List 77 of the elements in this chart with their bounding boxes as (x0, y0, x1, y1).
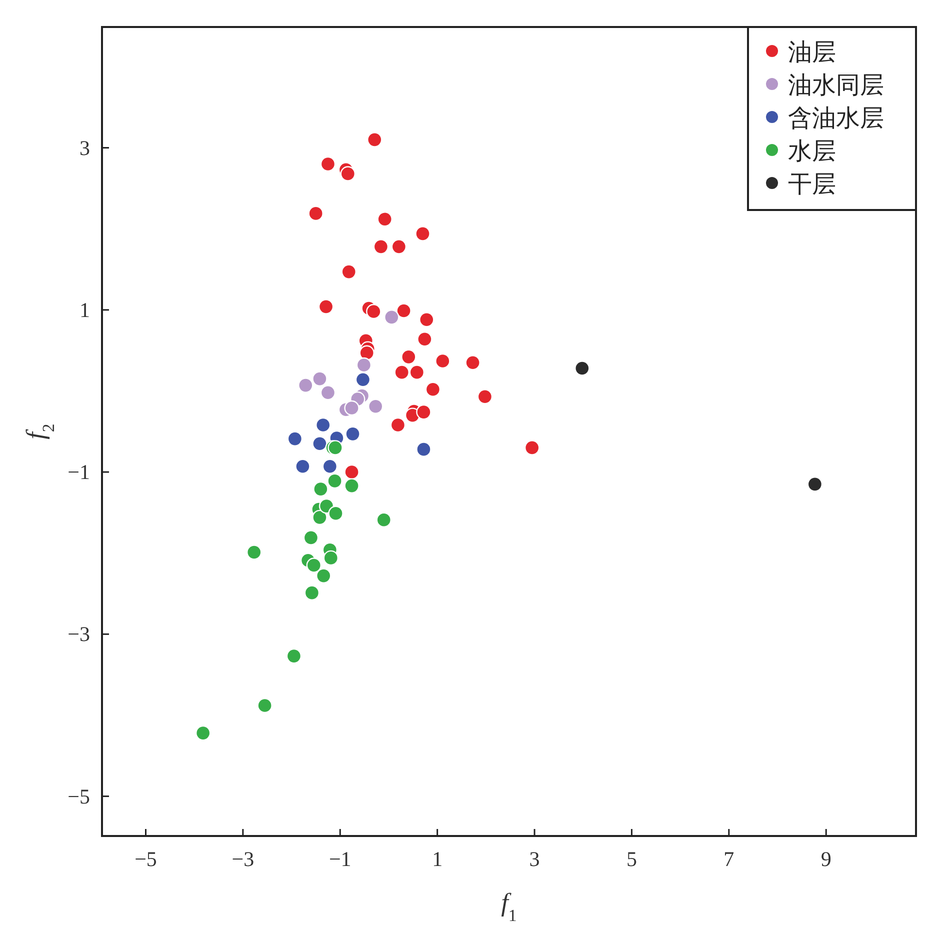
point (316, 568, 332, 584)
point (298, 378, 314, 393)
point (320, 384, 336, 400)
legend-label: 油水同层 (788, 73, 884, 99)
point (318, 299, 334, 314)
point (195, 725, 211, 741)
point (355, 372, 371, 388)
point (574, 360, 590, 376)
point (376, 512, 392, 528)
point (416, 404, 432, 420)
point (359, 345, 374, 360)
x-tick-label: 5 (626, 847, 637, 871)
point (308, 206, 324, 222)
point (356, 357, 372, 373)
y-tick-label: −1 (68, 460, 90, 484)
point (524, 440, 540, 456)
point (344, 478, 360, 494)
point (313, 481, 328, 497)
point (377, 212, 392, 227)
x-axis-title: f$_{1}$ (501, 888, 517, 924)
point (246, 544, 262, 560)
x-tick-label: −3 (232, 847, 254, 871)
x-tick-label: 1 (432, 847, 443, 871)
point (465, 354, 480, 370)
point (306, 558, 322, 573)
x-tick-label: −1 (328, 847, 352, 871)
point (328, 506, 344, 521)
point (316, 417, 331, 433)
point (295, 458, 310, 474)
point (401, 349, 416, 365)
point (373, 239, 389, 254)
point (367, 132, 382, 148)
legend-label: 干层 (788, 172, 836, 198)
point (384, 310, 400, 325)
point (409, 364, 425, 380)
x-tick-label: 3 (529, 847, 540, 871)
point (477, 389, 493, 404)
point (340, 166, 356, 182)
point (287, 431, 303, 446)
point (807, 476, 823, 492)
y-tick-label: −3 (68, 622, 90, 646)
point (341, 264, 356, 280)
x-tick-label: 7 (724, 847, 734, 871)
y-tick-label: −5 (68, 784, 90, 808)
point (425, 382, 441, 397)
point (320, 156, 336, 172)
point (417, 331, 432, 347)
point (394, 364, 410, 380)
point (368, 398, 384, 414)
legend-label: 含油水层 (788, 106, 884, 132)
y-tick-label: 1 (80, 298, 90, 322)
point (435, 353, 450, 369)
x-tick-label: 9 (820, 847, 832, 871)
point (390, 417, 406, 433)
point (304, 585, 320, 600)
point (391, 239, 407, 254)
point (416, 442, 432, 457)
point (312, 436, 328, 452)
point (419, 312, 434, 328)
legend-label: 水层 (788, 139, 836, 165)
point (327, 473, 342, 489)
point (396, 303, 412, 318)
point (312, 510, 328, 526)
point (322, 458, 338, 474)
point (415, 226, 430, 242)
point (344, 400, 360, 416)
point (366, 304, 382, 320)
point (257, 698, 272, 714)
legend-label: 油层 (788, 40, 836, 66)
point (303, 530, 319, 546)
y-tick-label: 3 (80, 136, 90, 160)
point (345, 426, 360, 442)
point (312, 371, 328, 386)
point (286, 648, 302, 664)
x-tick-label: −5 (134, 847, 157, 871)
point (344, 464, 360, 480)
point (323, 550, 338, 566)
